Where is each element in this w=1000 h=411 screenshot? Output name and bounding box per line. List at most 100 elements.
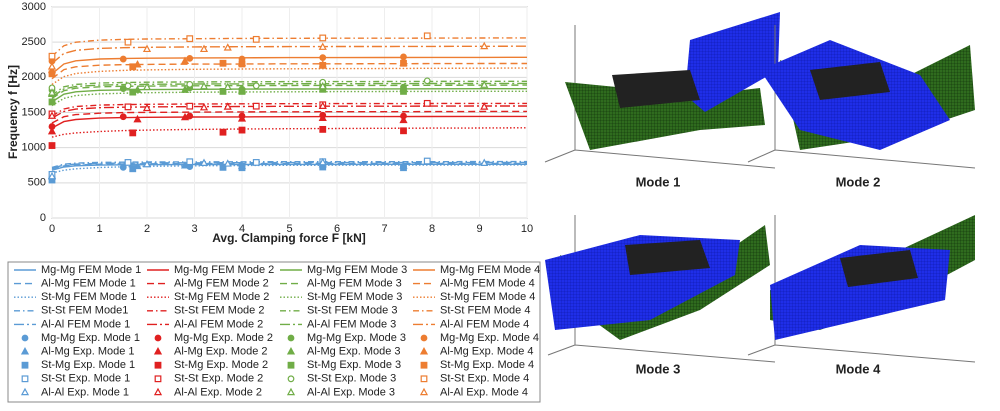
fem-line xyxy=(51,90,527,107)
y-tick-label: 3000 xyxy=(22,1,46,13)
exp-marker xyxy=(219,59,227,67)
legend-label: St-St FEM Mode1 xyxy=(41,305,128,317)
legend-label: Mg-Mg FEM Mode 2 xyxy=(174,264,274,276)
legend-label: Mg-Mg Exp. Mode 1 xyxy=(41,332,140,344)
exp-marker xyxy=(423,32,431,40)
fem-line xyxy=(51,110,528,124)
exp-marker xyxy=(186,80,194,88)
legend-label: Mg-Mg Exp. Mode 4 xyxy=(440,332,539,344)
legend-label: St-St Exp. Mode 4 xyxy=(440,373,529,385)
fem-line xyxy=(51,162,527,170)
exp-marker xyxy=(237,114,247,122)
mode-3-panel: Mode 3 xyxy=(545,215,776,376)
exp-marker xyxy=(480,41,489,50)
exp-marker xyxy=(238,60,246,68)
mesh-block xyxy=(612,70,700,108)
legend-swatch xyxy=(154,375,162,383)
exp-marker xyxy=(480,80,489,88)
legend-label: St-Mg FEM Mode 3 xyxy=(307,291,402,303)
exp-marker xyxy=(186,102,194,110)
x-tick-label: 2 xyxy=(144,223,150,235)
legend-label: St-Mg Exp. Mode 3 xyxy=(307,359,401,371)
exp-marker xyxy=(223,159,232,167)
legend-label: St-Mg FEM Mode 1 xyxy=(41,291,136,303)
legend-label: Al-Al FEM Mode 3 xyxy=(307,318,396,330)
legend-label: Mg-Mg Exp. Mode 3 xyxy=(307,332,406,344)
legend-swatch xyxy=(419,387,429,396)
exp-marker xyxy=(124,38,132,46)
legend-swatch xyxy=(420,334,428,342)
legend-swatch xyxy=(21,375,29,383)
exp-marker xyxy=(400,87,407,95)
legend-label: St-Mg Exp. Mode 1 xyxy=(41,359,135,371)
exp-marker xyxy=(47,62,57,70)
exp-marker xyxy=(186,112,194,120)
mode-4-panel: Mode 4 xyxy=(747,215,976,376)
legend-label: Al-Al Exp. Mode 3 xyxy=(307,386,395,398)
exp-marker xyxy=(133,114,142,123)
exp-marker xyxy=(318,101,327,110)
legend-label: Al-Mg FEM Mode 1 xyxy=(41,278,136,290)
x-tick-label: 10 xyxy=(521,223,533,235)
fem-line xyxy=(51,88,527,103)
exp-marker xyxy=(119,113,127,121)
exp-marker xyxy=(48,142,56,149)
exp-marker xyxy=(129,165,137,173)
exp-marker xyxy=(48,70,56,78)
exp-marker xyxy=(400,164,407,172)
fem-line xyxy=(51,115,527,129)
exp-marker xyxy=(142,82,152,91)
fem-line xyxy=(51,161,527,169)
legend-swatch xyxy=(287,334,295,342)
exp-marker xyxy=(119,55,127,63)
legend-box xyxy=(7,261,541,403)
legend-label: Mg-Mg FEM Mode 4 xyxy=(440,264,540,276)
exp-marker xyxy=(400,127,407,135)
exp-marker xyxy=(186,35,194,43)
legend-label: St-St Exp. Mode 1 xyxy=(41,373,130,385)
legend-label: St-St Exp. Mode 2 xyxy=(174,373,263,385)
y-tick-label: 2500 xyxy=(22,36,46,48)
exp-marker xyxy=(223,43,232,51)
fem-line xyxy=(51,45,528,64)
exp-marker xyxy=(199,81,209,90)
legend-swatch xyxy=(286,346,296,355)
legend-label: Al-Al Exp. Mode 1 xyxy=(41,386,129,398)
y-tick-label: 500 xyxy=(28,177,46,189)
exp-marker xyxy=(223,102,232,110)
exp-marker xyxy=(219,128,227,136)
exp-marker xyxy=(318,113,327,121)
y-tick-label: 1000 xyxy=(22,142,46,154)
exp-marker xyxy=(318,42,327,50)
legend-label: Al-Mg FEM Mode 4 xyxy=(440,278,535,290)
exp-marker xyxy=(186,54,194,62)
legend-swatch xyxy=(287,361,295,369)
y-tick-label: 1500 xyxy=(22,106,46,118)
exp-marker xyxy=(399,115,408,124)
exp-marker xyxy=(223,82,232,91)
legend-label: Al-Mg Exp. Mode 2 xyxy=(174,346,268,358)
legend-label: Al-Al Exp. Mode 4 xyxy=(440,386,528,398)
fem-line xyxy=(51,82,528,98)
legend-swatch xyxy=(154,361,162,369)
exp-marker xyxy=(252,35,260,43)
exp-marker xyxy=(186,158,194,166)
exp-marker xyxy=(124,82,132,90)
y-tick-label: 2000 xyxy=(22,71,46,83)
legend-swatch xyxy=(153,346,163,355)
mode-2-panel: Mode 2 xyxy=(747,25,976,189)
axes xyxy=(544,25,776,169)
exp-marker xyxy=(199,44,209,53)
fem-line xyxy=(51,56,528,75)
legend-label: St-St FEM Mode 4 xyxy=(440,305,530,317)
legend-label: St-Mg FEM Mode 2 xyxy=(174,291,269,303)
exp-marker xyxy=(423,157,431,165)
legend-swatch xyxy=(153,387,163,396)
legend-label: St-St FEM Mode 3 xyxy=(307,305,397,317)
legend-swatch xyxy=(420,375,428,383)
axes xyxy=(747,215,976,363)
legend-label: St-Mg FEM Mode 4 xyxy=(440,291,535,303)
legend-label: Al-Mg Exp. Mode 4 xyxy=(440,346,534,358)
exp-marker xyxy=(480,102,489,110)
fem-line xyxy=(51,160,527,169)
